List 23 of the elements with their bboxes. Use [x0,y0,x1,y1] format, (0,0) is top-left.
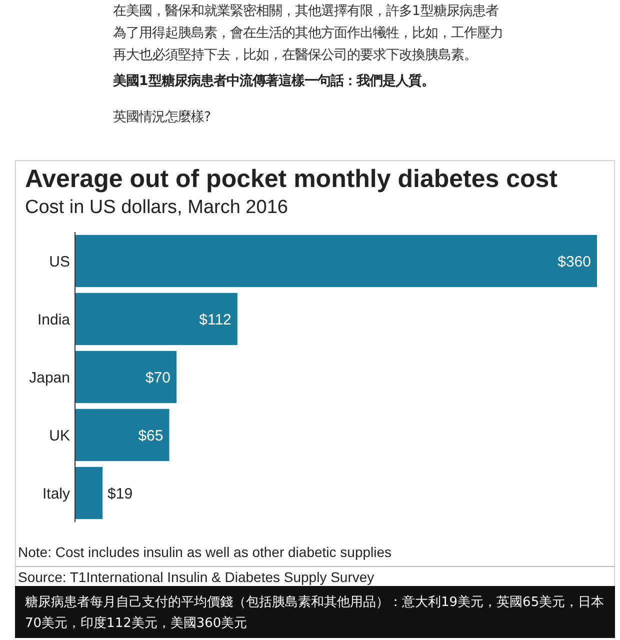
data-label: $70 [145,369,170,386]
bar [75,292,238,346]
bar [75,466,103,520]
bar [75,350,176,404]
source-note: Source: T1International Insulin & Diabetes Supply Survey [18,569,374,585]
text: 糖尿病患者每月自己支付的平均價錢（包括胰島素和其他用品）：意大利19美元，英國65美元，日本70美元，印度112美元，美國360美元 [25,594,604,631]
text: 在美國，醫保和就業緊密相關，其他選擇有限，許多1型糖尿病患者為了用得起胰島素，會在生活的其他方面作出犧牲，比如，工作壓力再大也必須堅持下去，比如，在醫保公司的要求下改換胰島素。 [113,3,503,63]
chart-subtitle: Cost in US dollars, March 2016 [25,197,288,218]
y-tick-label: Italy [42,485,70,502]
data-label: $65 [138,427,164,444]
data-label: $19 [108,485,133,502]
y-tick-label: UK [49,427,70,444]
text: Note: Cost includes insulin as well as other diabetic supplies [18,544,392,560]
bar [75,408,170,462]
y-tick-label: US [49,253,70,270]
data-label: $112 [199,311,232,328]
text: 美國1型糖尿病患者中流傳著這樣一句話：我們是人質。 [112,73,434,89]
text: 英國情況怎麼樣? [113,110,212,125]
data-label: $360 [558,253,591,270]
chart-title: Average out of pocket monthly diabetes cost [25,165,558,193]
y-tick-label: Japan [29,369,70,386]
bar [75,234,597,288]
y-tick-label: India [37,311,71,328]
